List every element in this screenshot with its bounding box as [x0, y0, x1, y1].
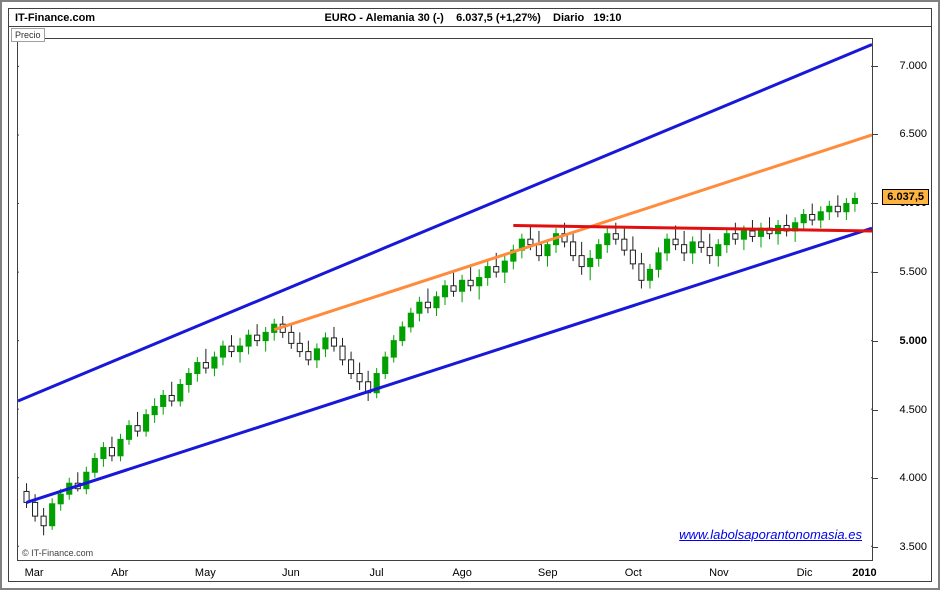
plot-region[interactable]: © IT-Finance.com www.labolsaporantonomas…: [17, 38, 873, 561]
y-tick-label: 4.500: [899, 404, 927, 416]
header-instrument: EURO - Alemania 30 (-): [324, 12, 443, 24]
x-tick-label: Dic: [797, 567, 813, 579]
x-tick-label: Jul: [369, 567, 383, 579]
chart-header: IT-Finance.com EURO - Alemania 30 (-) 6.…: [9, 9, 931, 27]
plot-svg: [18, 39, 872, 560]
x-tick-label: May: [195, 567, 216, 579]
chart-window-frame: IT-Finance.com EURO - Alemania 30 (-) 6.…: [0, 0, 940, 590]
header-time: 19:10: [593, 12, 621, 24]
x-tick-label: Sep: [538, 567, 558, 579]
chart-inner-frame: IT-Finance.com EURO - Alemania 30 (-) 6.…: [8, 8, 932, 582]
header-title: EURO - Alemania 30 (-) 6.037,5 (+1,27%) …: [15, 9, 931, 27]
x-tick-label: Nov: [709, 567, 729, 579]
header-change: (+1,27%): [496, 12, 541, 24]
current-price-badge: 6.037,5: [882, 189, 929, 205]
x-tick-label: Oct: [625, 567, 642, 579]
y-tick-label: 5.000: [899, 335, 927, 347]
y-axis: 3.5004.0004.5005.0005.5006.0006.5007.000: [873, 38, 931, 561]
chart-area[interactable]: © IT-Finance.com www.labolsaporantonomas…: [9, 28, 931, 581]
x-tick-label: Jun: [282, 567, 300, 579]
axis-sublabel-precio: Precio: [11, 28, 45, 42]
x-tick-label: Mar: [25, 567, 44, 579]
header-price: 6.037,5: [456, 12, 493, 24]
copyright-label: © IT-Finance.com: [22, 548, 93, 558]
x-axis: Mar Abr May Jun Jul Ago Sep Oct Nov Dic 2010: [17, 561, 873, 581]
website-link[interactable]: www.labolsaporantonomasia.es: [679, 527, 862, 542]
header-timeframe: Diario: [553, 12, 584, 24]
x-tick-label: Ago: [452, 567, 472, 579]
y-tick-label: 6.500: [899, 128, 927, 140]
y-tick-label: 4.000: [899, 472, 927, 484]
x-tick-label: Abr: [111, 567, 128, 579]
header-site: IT-Finance.com: [15, 9, 95, 27]
y-tick-label: 3.500: [899, 541, 927, 553]
y-tick-label: 7.000: [899, 60, 927, 72]
y-tick-label: 5.500: [899, 266, 927, 278]
x-tick-label: 2010: [852, 567, 876, 579]
